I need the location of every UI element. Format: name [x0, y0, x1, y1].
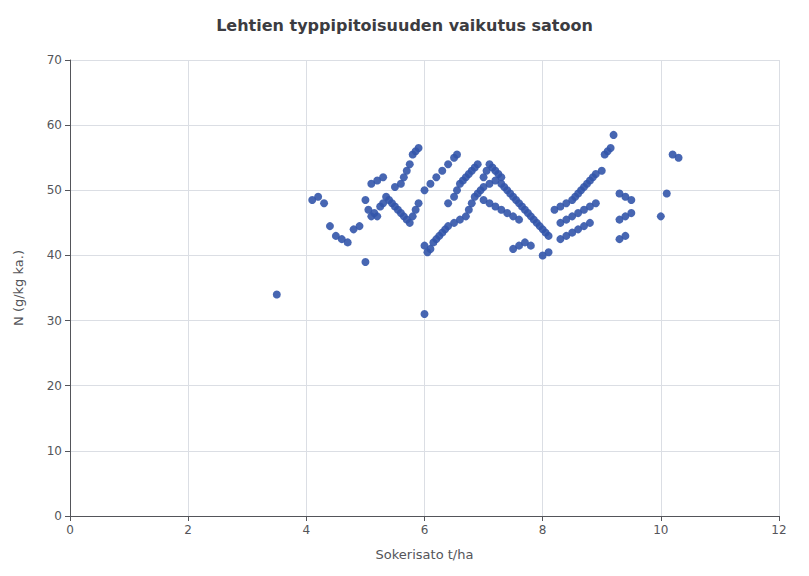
- svg-text:6: 6: [421, 523, 429, 537]
- svg-text:0: 0: [66, 523, 74, 537]
- svg-text:60: 60: [47, 118, 62, 132]
- svg-text:20: 20: [47, 379, 62, 393]
- svg-text:12: 12: [771, 523, 786, 537]
- svg-text:2: 2: [184, 523, 192, 537]
- svg-text:N (g/kg ka.): N (g/kg ka.): [11, 250, 26, 326]
- svg-text:4: 4: [303, 523, 311, 537]
- svg-text:30: 30: [47, 314, 62, 328]
- svg-text:Lehtien typpipitoisuuden vaiku: Lehtien typpipitoisuuden vaikutus satoon: [216, 16, 593, 35]
- svg-text:10: 10: [653, 523, 668, 537]
- svg-text:0: 0: [54, 509, 62, 523]
- svg-text:50: 50: [47, 183, 62, 197]
- svg-text:70: 70: [47, 53, 62, 67]
- svg-text:10: 10: [47, 444, 62, 458]
- svg-text:Sokerisato t/ha: Sokerisato t/ha: [376, 547, 474, 562]
- svg-text:40: 40: [47, 248, 62, 262]
- svg-text:8: 8: [539, 523, 547, 537]
